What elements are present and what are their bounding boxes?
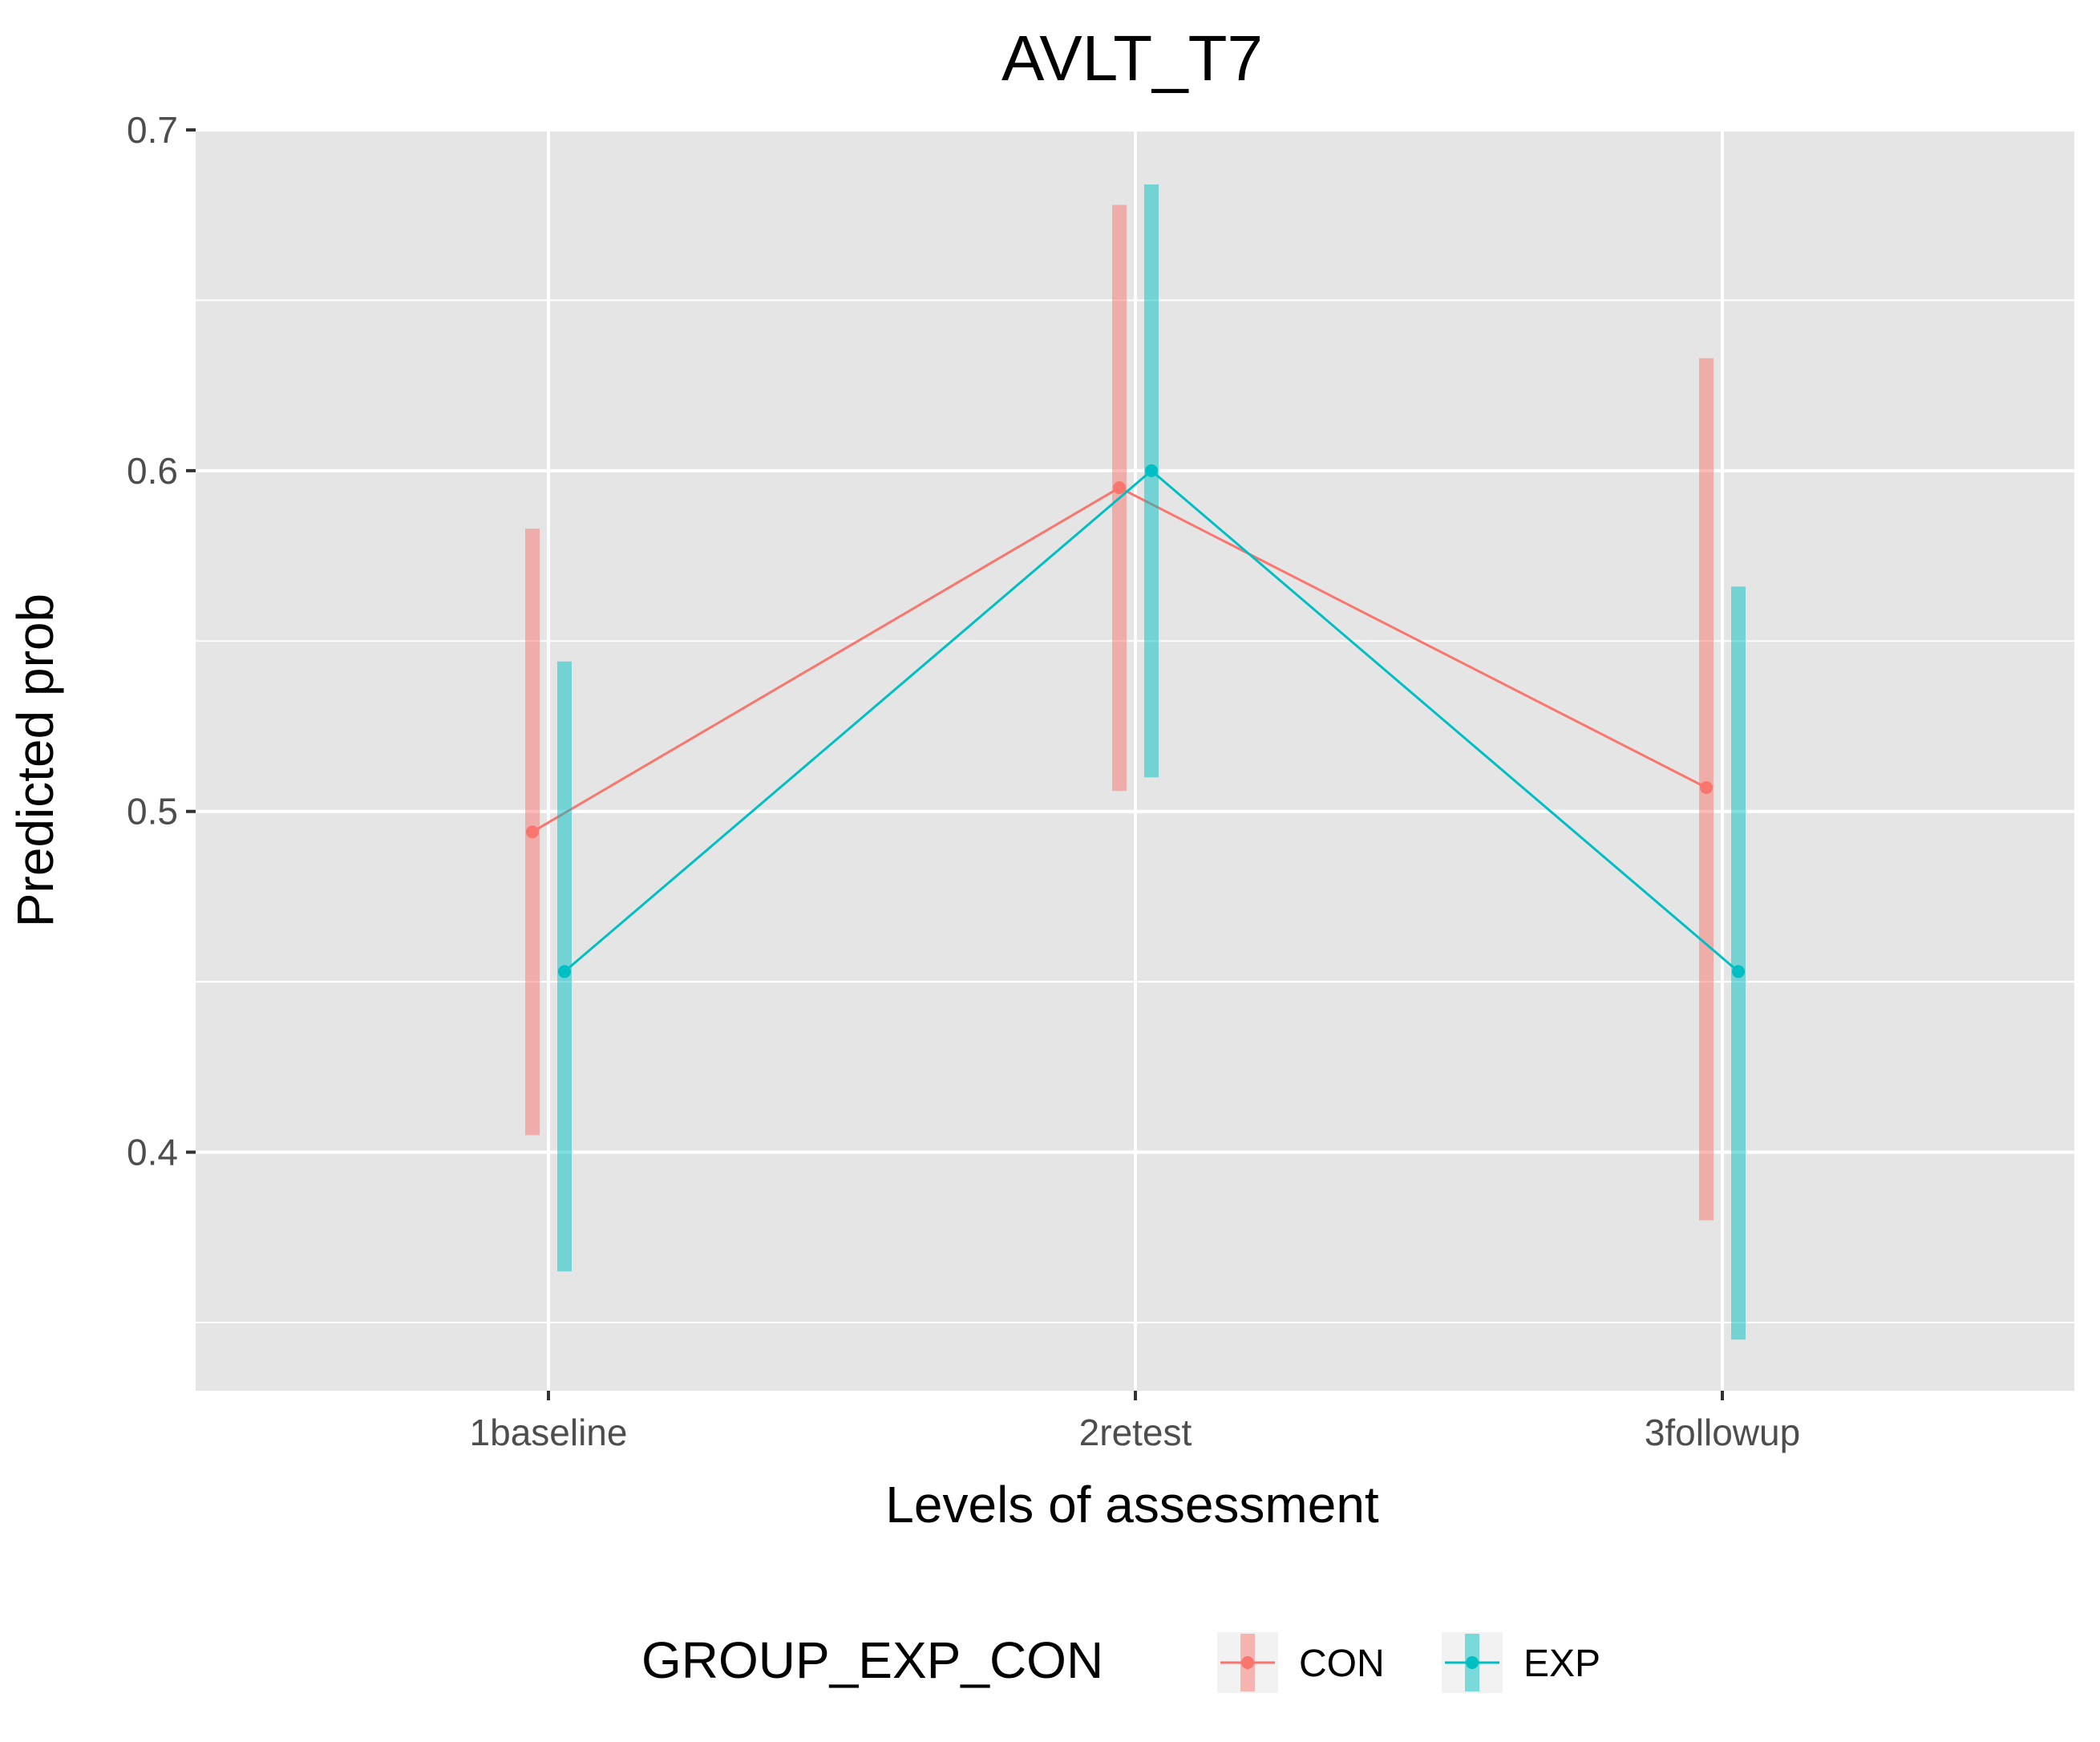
legend-title: GROUP_EXP_CON [641,1631,1103,1689]
chart-title: AVLT_T7 [1001,22,1263,94]
legend-key-point [1466,1656,1479,1669]
legend-label: EXP [1523,1643,1600,1685]
legend-label: CON [1299,1643,1385,1685]
x-tick-label: 2retest [1079,1412,1192,1453]
y-tick-label: 0.5 [127,791,178,833]
legend-item-con: CON [1217,1632,1385,1693]
x-axis-title: Levels of assessment [885,1476,1379,1533]
data-point [558,965,571,978]
y-axis: 0.4 0.5 0.6 0.7 [127,109,196,1173]
data-point [1145,464,1158,477]
data-point [1700,780,1713,794]
series-exp [557,184,1746,1340]
x-axis: 1baseline 2retest 3followup [470,1391,1800,1453]
y-axis-title: Predicted prob [6,593,64,927]
legend-item-exp: EXP [1442,1632,1600,1693]
x-tick-label: 1baseline [470,1412,628,1453]
series-layer [525,184,1746,1340]
data-point [1113,481,1126,495]
y-tick-label: 0.7 [127,109,178,151]
y-tick-label: 0.6 [127,450,178,492]
major-gridlines [196,128,2074,1391]
legend-key-point [1241,1656,1254,1669]
data-point [526,825,539,839]
legend: GROUP_EXP_CON CON EXP [641,1631,1600,1693]
x-tick-label: 3followup [1645,1412,1800,1453]
data-point [1732,965,1745,978]
y-tick-label: 0.4 [127,1132,178,1173]
